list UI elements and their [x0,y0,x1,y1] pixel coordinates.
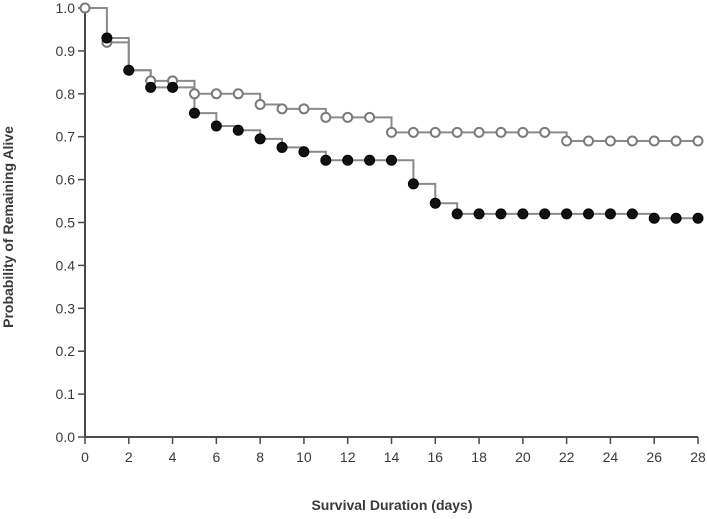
x-tick-label: 24 [603,449,619,465]
series-1-point [473,208,485,220]
series-1-point [561,208,573,220]
series-1-point [692,212,704,224]
series-0-point [517,126,529,138]
series-0-point [692,135,704,147]
series-0-point [364,111,376,123]
series-1-point [407,178,419,190]
series-steps [85,7,698,220]
y-tick-label: 0.0 [56,429,76,445]
x-ticks: 0 2 4 6 8 10 12 14 16 18 20 22 24 26 28 [81,437,706,465]
y-tick-label: 0.4 [56,257,76,273]
series-1-point [626,208,638,220]
series-0-point [407,126,419,138]
y-axis-title: Probability of Remaining Alive [0,126,16,328]
series-1-point [342,154,354,166]
y-tick-label: 0.2 [56,343,76,359]
series-1-point [254,133,266,145]
series-0-point [188,88,200,100]
series-0-point [539,126,551,138]
axes [84,8,698,438]
x-tick-label: 22 [559,449,575,465]
series-1-point [298,146,310,158]
series-1-point [167,81,179,93]
series-0-point [473,126,485,138]
series-1-point [451,208,463,220]
series-1-point [320,154,332,166]
series-points [79,2,704,224]
y-tick-label: 0.8 [56,86,76,102]
series-0-point [451,126,463,138]
series-0-point [79,2,91,14]
y-tick-label: 0.6 [56,172,76,188]
series-1-point [604,208,616,220]
y-tick-label: 0.5 [56,215,76,231]
x-tick-label: 20 [515,449,531,465]
series-1-point [517,208,529,220]
series-1-point [364,154,376,166]
x-tick-label: 12 [340,449,356,465]
x-tick-label: 14 [384,449,400,465]
series-1-point [539,208,551,220]
series-0-point [320,111,332,123]
series-0-point [342,111,354,123]
series-0-step-line [85,7,698,142]
x-tick-label: 28 [690,449,706,465]
series-1-point [670,212,682,224]
y-tick-label: 0.7 [56,129,76,145]
series-0-point [210,88,222,100]
series-0-point [495,126,507,138]
series-1-step-line [106,37,698,220]
y-ticks: 0.0 0.1 0.2 0.3 0.4 0.5 0.6 0.7 0.8 0.9 1.0 [56,0,85,445]
y-tick-label: 1.0 [56,0,76,16]
series-1-point [145,81,157,93]
x-tick-label: 8 [256,449,264,465]
series-0-point [232,88,244,100]
x-tick-label: 0 [81,449,89,465]
series-1-point [648,212,660,224]
y-tick-label: 0.9 [56,43,76,59]
x-tick-label: 4 [169,449,177,465]
series-0-point [604,135,616,147]
series-1-point [210,120,222,132]
series-1-point [232,124,244,136]
series-1-point [101,32,113,44]
x-tick-label: 6 [212,449,220,465]
x-tick-label: 26 [646,449,662,465]
x-tick-label: 10 [296,449,312,465]
series-0-point [429,126,441,138]
series-1-point [495,208,507,220]
y-tick-label: 0.3 [56,300,76,316]
series-1-point [386,154,397,166]
series-0-point [648,135,660,147]
series-1-point [123,64,135,76]
series-1-point [276,141,288,153]
series-0-point [626,135,638,147]
x-axis-title: Survival Duration (days) [311,497,472,513]
series-0-point [298,103,310,115]
series-0-point [583,135,595,147]
series-1-point [188,107,200,119]
series-0-point [670,135,682,147]
series-1-point [583,208,595,220]
y-tick-label: 0.1 [56,386,76,402]
x-tick-label: 2 [125,449,133,465]
series-0-point [254,99,266,111]
series-0-point [561,135,573,147]
series-1-point [429,197,441,209]
x-tick-label: 16 [427,449,443,465]
series-0-point [276,103,288,115]
x-tick-label: 18 [471,449,487,465]
series-0-point [386,126,397,138]
